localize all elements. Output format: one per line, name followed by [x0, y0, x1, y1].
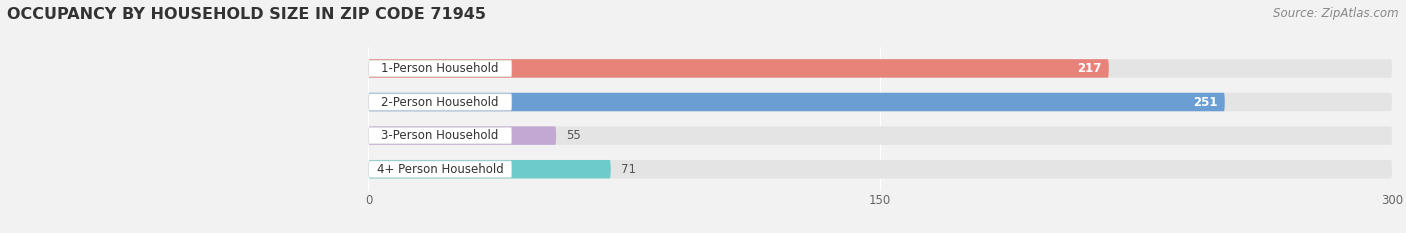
Text: 55: 55	[567, 129, 581, 142]
FancyBboxPatch shape	[368, 160, 610, 178]
FancyBboxPatch shape	[368, 59, 1109, 78]
FancyBboxPatch shape	[368, 126, 1392, 145]
FancyBboxPatch shape	[368, 60, 512, 77]
FancyBboxPatch shape	[368, 59, 1392, 78]
FancyBboxPatch shape	[368, 93, 1392, 111]
Text: 217: 217	[1077, 62, 1102, 75]
Text: 4+ Person Household: 4+ Person Household	[377, 163, 503, 176]
Text: OCCUPANCY BY HOUSEHOLD SIZE IN ZIP CODE 71945: OCCUPANCY BY HOUSEHOLD SIZE IN ZIP CODE …	[7, 7, 486, 22]
FancyBboxPatch shape	[368, 94, 512, 110]
Text: 1-Person Household: 1-Person Household	[381, 62, 499, 75]
FancyBboxPatch shape	[368, 127, 512, 144]
Text: 3-Person Household: 3-Person Household	[381, 129, 499, 142]
FancyBboxPatch shape	[368, 161, 512, 178]
FancyBboxPatch shape	[368, 126, 557, 145]
Text: Source: ZipAtlas.com: Source: ZipAtlas.com	[1274, 7, 1399, 20]
Text: 2-Person Household: 2-Person Household	[381, 96, 499, 109]
Text: 251: 251	[1194, 96, 1218, 109]
FancyBboxPatch shape	[368, 93, 1225, 111]
Text: 71: 71	[621, 163, 636, 176]
FancyBboxPatch shape	[368, 160, 1392, 178]
